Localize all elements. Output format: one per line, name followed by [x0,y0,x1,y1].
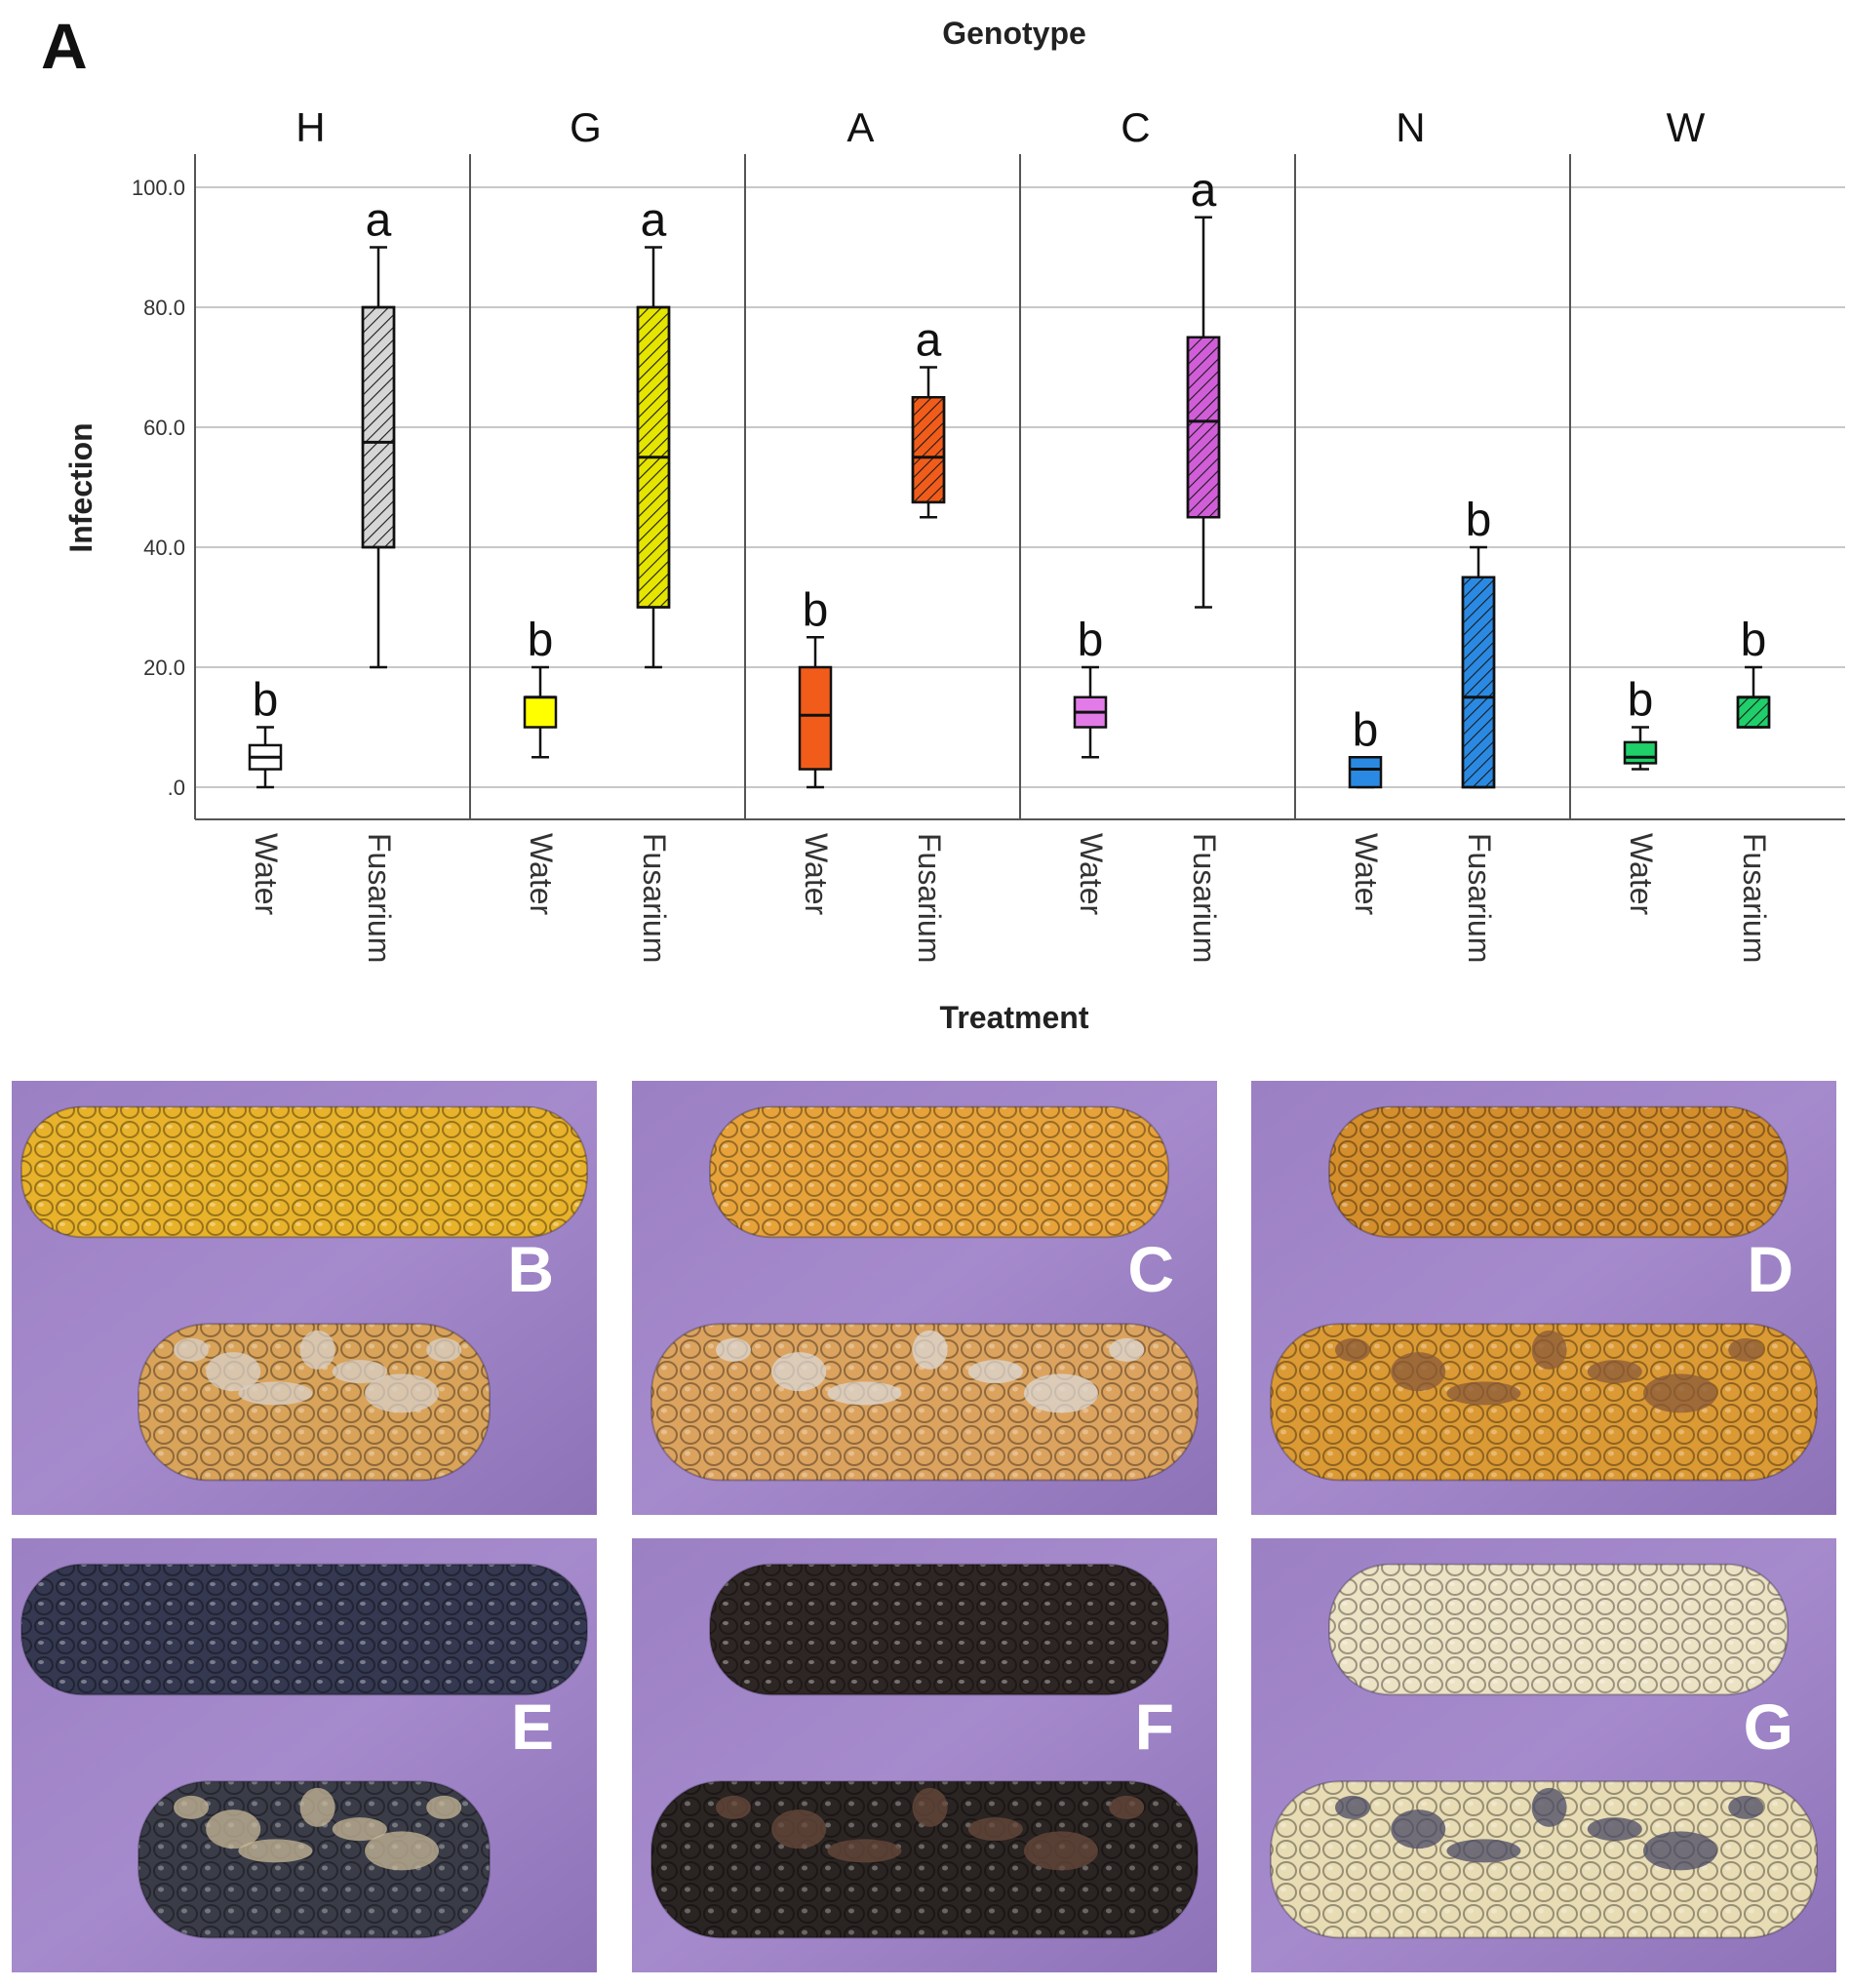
iqr-box-hatch [911,396,946,504]
facet-panels: Hb Water a Fusarium Gb Water a Fusarium Ab Water a… [194,104,1845,963]
photo-label-b: B [507,1233,554,1306]
box-G-water: b Water [523,615,559,916]
photo-panel-g: G [1251,1538,1836,1972]
photo-label-c: C [1127,1233,1174,1306]
y-axis-label: Infection [63,422,98,552]
genotype-label: W [1667,104,1706,150]
iqr-box [1623,740,1658,765]
facet-W: Wb Water b Fusarium [1569,104,1845,963]
genotype-label: H [295,104,325,150]
treatment-tick-label: Fusarium [362,833,397,963]
significance-letter: a [916,315,942,367]
y-tick-label: 100.0 [132,176,185,200]
facet-H: Hb Water a Fusarium [194,104,470,963]
box-H-water: b Water [248,675,284,916]
box-G-fusarium: a Fusarium [636,195,672,963]
box-C-water: b Water [1073,615,1109,916]
genotype-label: G [570,104,602,150]
iqr-box-hatch [1186,336,1221,519]
treatment-tick-label: Water [799,833,834,916]
treatment-tick-label: Water [524,833,559,916]
genotype-label: A [846,104,874,150]
treatment-tick-label: Fusarium [1462,833,1497,963]
y-axis-ticks: .0 20.0 40.0 60.0 80.0 100.0 [132,176,185,800]
treatment-tick-label: Water [1074,833,1109,916]
y-tick-label: 60.0 [143,416,185,440]
genotype-label: N [1396,104,1425,150]
genotype-label: C [1121,104,1150,150]
iqr-box-hatch [1461,576,1496,789]
chart-title: Genotype [942,16,1086,51]
box-N-fusarium: b Fusarium [1461,495,1497,963]
significance-letter: b [803,584,829,636]
box-A-water: b Water [798,584,834,916]
facet-C: Cb Water a Fusarium [1019,104,1295,963]
facet-G: Gb Water a Fusarium [469,104,745,963]
boxplot-chart: A Genotype Infection Treatment .0 20.0 40.… [41,10,1845,1035]
box-H-fusarium: a Fusarium [361,195,397,963]
facet-N: Nb Water b Fusarium [1294,104,1570,963]
photo-panel-e: E [12,1538,597,1972]
treatment-tick-label: Fusarium [637,833,672,963]
box-W-fusarium: b Fusarium [1736,615,1772,963]
significance-letter: b [253,675,279,727]
significance-letter: b [1741,615,1767,666]
significance-letter: a [641,195,667,247]
iqr-box [1348,756,1383,789]
iqr-box [798,665,833,771]
significance-letter: b [1628,675,1654,727]
photo-label-e: E [510,1690,554,1764]
significance-letter: a [366,195,392,247]
significance-letter: b [1466,495,1492,546]
x-axis-label: Treatment [940,1000,1089,1035]
treatment-tick-label: Water [1349,833,1384,916]
y-tick-label: 80.0 [143,296,185,320]
photo-panel-d: D [1251,1081,1836,1515]
photo-label-d: D [1747,1233,1793,1306]
y-tick-label: .0 [168,775,185,800]
treatment-tick-label: Fusarium [1737,833,1772,963]
iqr-box [523,696,558,729]
panel-label-a: A [41,10,88,82]
significance-letter: a [1191,165,1217,217]
y-tick-label: 40.0 [143,536,185,560]
box-C-fusarium: a Fusarium [1186,165,1222,963]
y-tick-label: 20.0 [143,656,185,680]
photo-label-g: G [1743,1690,1793,1764]
box-N-water: b Water [1348,704,1384,916]
significance-letter: b [1078,615,1104,666]
treatment-tick-label: Fusarium [912,833,947,963]
box-A-fusarium: a Fusarium [911,315,947,963]
treatment-tick-label: Water [249,833,284,916]
treatment-tick-label: Fusarium [1187,833,1222,963]
photo-label-f: F [1134,1690,1174,1764]
facet-A: Ab Water a Fusarium [744,104,1020,963]
box-W-water: b Water [1623,675,1659,916]
significance-letter: b [528,615,554,666]
photo-panel-b: B [12,1081,597,1515]
iqr-box-hatch [361,305,396,549]
significance-letter: b [1353,704,1379,756]
photo-panel-c: C [632,1081,1217,1515]
iqr-box-hatch [1736,696,1771,729]
treatment-tick-label: Water [1624,833,1659,916]
photo-panel-f: F [632,1538,1217,1972]
